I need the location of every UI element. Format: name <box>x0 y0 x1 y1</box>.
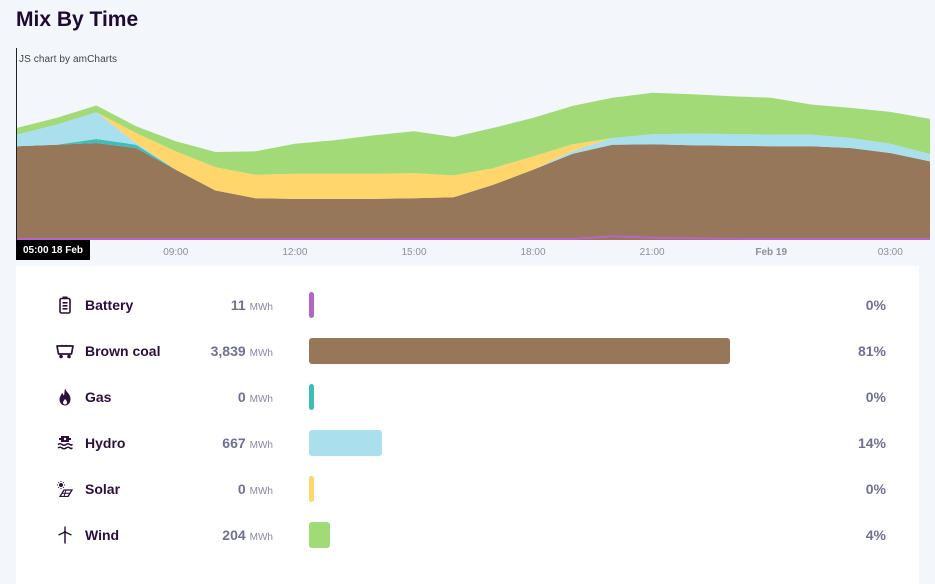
area-series-battery[interactable] <box>17 235 930 240</box>
mix-row-brown-coal: Brown coal 3,839 MWh 81% <box>16 328 919 374</box>
source-share-percent: 4% <box>865 527 886 543</box>
chart-credit[interactable]: JS chart by amCharts <box>19 54 118 65</box>
source-name: Hydro <box>85 435 126 451</box>
source-energy: 204 MWh <box>222 527 273 543</box>
mix-row-hydro: Hydro 667 MWh 14% <box>16 420 919 466</box>
coal-cart-icon <box>56 341 74 361</box>
x-tick-label: Feb 19 <box>755 247 787 258</box>
share-bar <box>309 430 382 456</box>
share-bar <box>309 476 314 502</box>
hydro-icon <box>56 433 74 453</box>
area-series-solar[interactable] <box>17 112 930 199</box>
source-energy-value: 0 <box>237 481 246 497</box>
source-share-percent: 14% <box>857 435 886 451</box>
x-tick-label: 09:00 <box>163 247 188 258</box>
source-energy: 3,839 MWh <box>211 343 273 359</box>
source-energy-value: 0 <box>237 389 246 405</box>
source-energy-unit: MWh <box>249 302 273 313</box>
mix-row-solar: Solar 0 MWh 0% <box>16 466 919 512</box>
source-energy-value: 667 <box>222 435 246 451</box>
source-energy-unit: MWh <box>249 348 273 359</box>
source-name: Gas <box>85 389 112 405</box>
mix-table: Battery 11 MWh 0% Brown coal 3,839 MWh 81%… <box>16 266 919 584</box>
cursor-time-label: 05:00 18 Feb <box>16 240 90 260</box>
source-share-percent: 81% <box>857 343 886 359</box>
share-bar <box>309 522 330 548</box>
source-energy: 667 MWh <box>222 435 273 451</box>
solar-icon <box>56 479 74 499</box>
source-energy-unit: MWh <box>249 532 273 543</box>
chart-svg[interactable]: 09:00 12:00 15:00 18:00 21:00 Feb 19 03:00 <box>16 46 935 266</box>
source-energy: 11 MWh <box>231 297 273 313</box>
source-energy-value: 11 <box>230 297 246 313</box>
source-energy-unit: MWh <box>249 486 273 497</box>
page-title: Mix By Time <box>16 8 139 31</box>
source-energy-value: 204 <box>222 527 246 543</box>
source-energy: 0 MWh <box>238 481 273 497</box>
x-tick-label: 03:00 <box>878 247 903 258</box>
wind-turbine-icon <box>56 525 74 545</box>
source-energy-value: 3,839 <box>210 343 246 359</box>
mix-area-chart[interactable]: 09:00 12:00 15:00 18:00 21:00 Feb 19 03:00 JS … <box>16 46 935 266</box>
area-series-hydro[interactable] <box>17 112 930 199</box>
share-bar <box>309 338 730 364</box>
mix-row-wind: Wind 204 MWh 4% <box>16 512 919 558</box>
source-name: Solar <box>85 481 121 497</box>
area-series-brown-coal[interactable] <box>17 143 930 240</box>
source-share-percent: 0% <box>865 481 886 497</box>
source-share-percent: 0% <box>865 297 886 313</box>
source-energy-unit: MWh <box>249 394 273 405</box>
source-energy-unit: MWh <box>249 440 273 451</box>
source-share-percent: 0% <box>865 389 886 405</box>
share-bar <box>309 384 314 410</box>
x-tick-label: 15:00 <box>401 247 426 258</box>
x-tick-label: 18:00 <box>520 247 545 258</box>
battery-icon <box>56 295 74 315</box>
source-energy: 0 MWh <box>238 389 273 405</box>
x-tick-label: 21:00 <box>640 247 665 258</box>
source-name: Brown coal <box>85 343 161 359</box>
flame-icon <box>56 387 74 407</box>
source-name: Battery <box>85 297 134 313</box>
x-tick-label: 12:00 <box>282 247 307 258</box>
area-series-wind[interactable] <box>17 92 930 176</box>
share-bar <box>309 292 314 318</box>
source-name: Wind <box>85 527 120 543</box>
mix-row-battery: Battery 11 MWh 0% <box>16 282 919 328</box>
mix-row-gas: Gas 0 MWh 0% <box>16 374 919 420</box>
